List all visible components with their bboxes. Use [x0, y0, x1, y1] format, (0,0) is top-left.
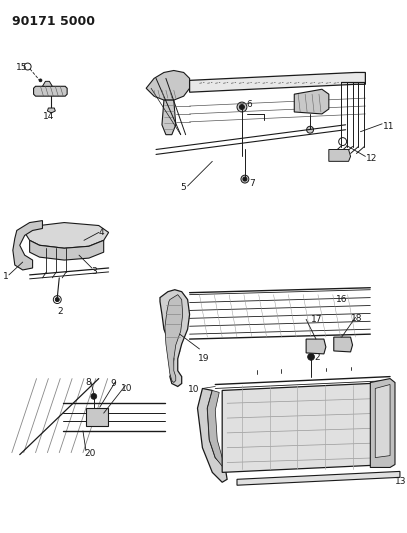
Polygon shape [370, 378, 395, 467]
Polygon shape [197, 389, 227, 482]
Polygon shape [294, 89, 329, 114]
Polygon shape [329, 149, 350, 161]
Polygon shape [208, 391, 225, 467]
Text: 9: 9 [111, 378, 116, 387]
Polygon shape [146, 70, 190, 100]
Text: 4: 4 [99, 229, 104, 238]
Text: 6: 6 [247, 100, 253, 109]
Polygon shape [33, 86, 67, 96]
Text: 5: 5 [181, 183, 186, 192]
Circle shape [62, 231, 67, 236]
Circle shape [237, 102, 247, 112]
Text: 14: 14 [44, 112, 55, 121]
Circle shape [39, 79, 42, 82]
Text: 18: 18 [350, 314, 362, 324]
Text: 20: 20 [84, 449, 95, 458]
Circle shape [243, 177, 247, 181]
Polygon shape [13, 221, 42, 270]
Text: 90171 5000: 90171 5000 [12, 15, 95, 28]
Circle shape [79, 229, 89, 238]
Polygon shape [222, 383, 390, 472]
Circle shape [91, 393, 97, 399]
Polygon shape [165, 295, 183, 383]
Text: 19: 19 [197, 354, 209, 363]
Text: 2: 2 [314, 353, 319, 362]
Text: 12: 12 [366, 155, 378, 164]
Polygon shape [237, 471, 400, 485]
Polygon shape [162, 100, 176, 135]
Polygon shape [375, 384, 390, 457]
Circle shape [239, 104, 244, 109]
Circle shape [308, 353, 315, 360]
Circle shape [39, 229, 49, 238]
Circle shape [241, 175, 249, 183]
Text: 17: 17 [311, 316, 323, 325]
Text: 11: 11 [383, 122, 395, 131]
Polygon shape [334, 337, 352, 352]
Polygon shape [47, 108, 55, 113]
Polygon shape [190, 72, 365, 92]
Text: 8: 8 [85, 377, 91, 386]
Text: 1: 1 [3, 272, 9, 281]
Text: 16: 16 [336, 295, 347, 304]
Text: 3: 3 [91, 267, 96, 276]
Polygon shape [30, 240, 104, 260]
Circle shape [42, 231, 47, 236]
Text: 10: 10 [120, 384, 132, 392]
Polygon shape [25, 223, 109, 248]
Circle shape [55, 297, 59, 302]
Polygon shape [160, 290, 190, 386]
Circle shape [81, 231, 86, 236]
Circle shape [306, 126, 313, 133]
Text: 13: 13 [395, 478, 407, 486]
Text: 2: 2 [57, 308, 63, 317]
Text: 10: 10 [188, 384, 199, 393]
Text: 7: 7 [249, 179, 255, 188]
Polygon shape [306, 339, 326, 354]
Polygon shape [86, 408, 107, 426]
Text: 15: 15 [16, 62, 27, 71]
Polygon shape [42, 82, 53, 86]
Circle shape [59, 229, 69, 238]
